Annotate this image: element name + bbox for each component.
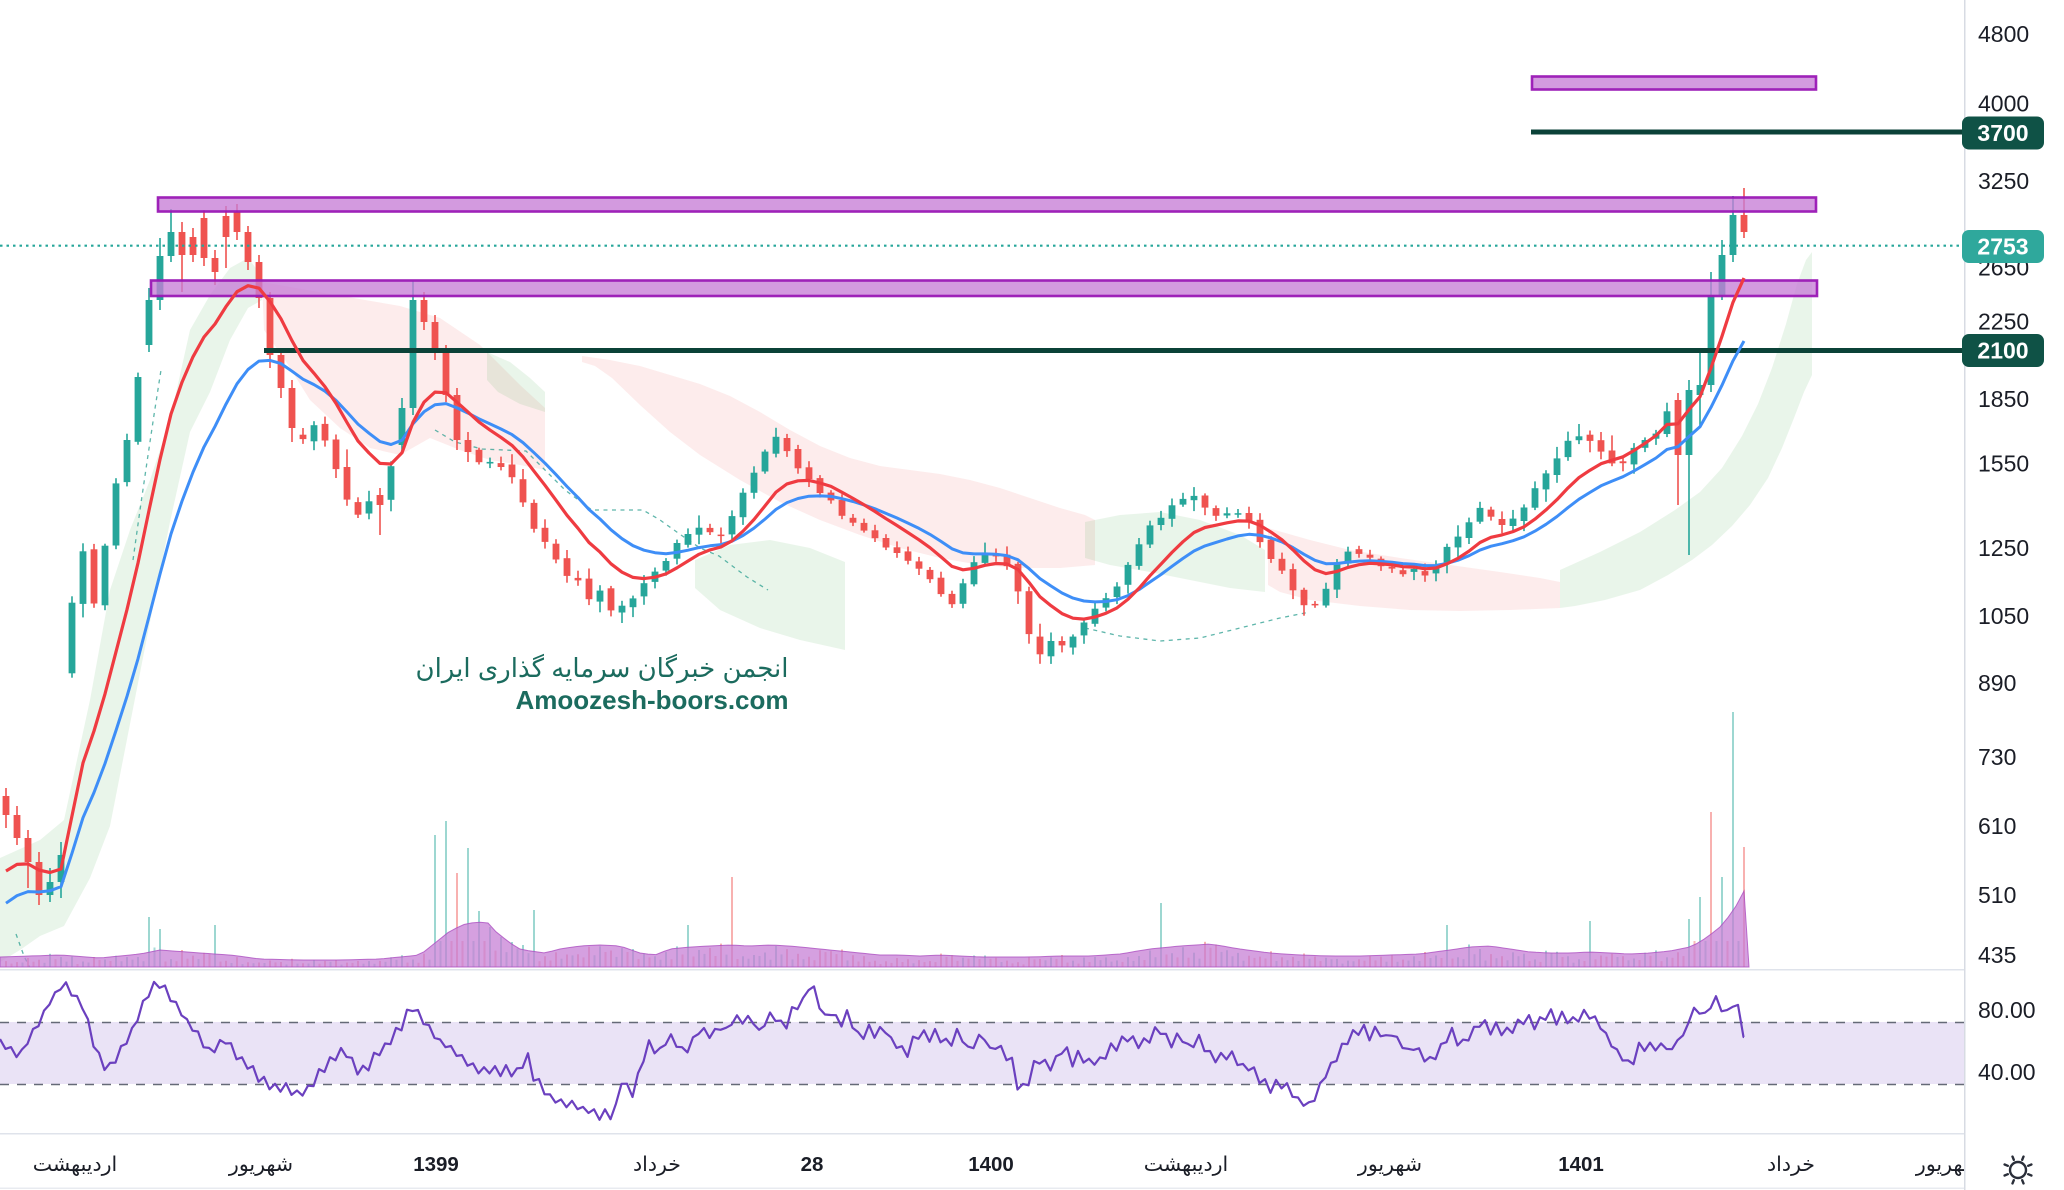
svg-text:خرداد: خرداد (1767, 1153, 1815, 1176)
svg-text:40.00: 40.00 (1978, 1059, 2036, 1085)
svg-text:2753: 2753 (1977, 234, 2028, 260)
svg-text:خرداد: خرداد (633, 1153, 681, 1176)
svg-text:1550: 1550 (1978, 451, 2029, 477)
svg-text:730: 730 (1978, 744, 2016, 770)
svg-text:شهریور: شهریور (1357, 1153, 1422, 1176)
svg-text:4800: 4800 (1978, 21, 2029, 47)
svg-text:3250: 3250 (1978, 168, 2029, 194)
svg-text:2100: 2100 (1977, 338, 2028, 364)
svg-text:1250: 1250 (1978, 535, 2029, 561)
svg-text:اردیبهشت: اردیبهشت (1144, 1153, 1228, 1176)
svg-text:1400: 1400 (968, 1153, 1014, 1176)
svg-text:510: 510 (1978, 882, 2016, 908)
svg-text:80.00: 80.00 (1978, 997, 2036, 1023)
svg-text:435: 435 (1978, 942, 2016, 968)
svg-text:610: 610 (1978, 813, 2016, 839)
svg-text:Amoozesh-boors.com: Amoozesh-boors.com (515, 685, 788, 715)
svg-text:2250: 2250 (1978, 309, 2029, 335)
svg-text:انجمن خبرگان سرمایه گذاری ایرا: انجمن خبرگان سرمایه گذاری ایران (415, 653, 788, 684)
svg-text:1399: 1399 (413, 1153, 459, 1176)
svg-text:1850: 1850 (1978, 386, 2029, 412)
svg-text:1401: 1401 (1558, 1153, 1604, 1176)
svg-text:شهریور: شهریور (228, 1153, 293, 1176)
svg-text:3700: 3700 (1977, 120, 2028, 146)
svg-text:890: 890 (1978, 670, 2016, 696)
svg-text:4000: 4000 (1978, 91, 2029, 117)
svg-text:1050: 1050 (1978, 603, 2029, 629)
svg-text:28: 28 (801, 1153, 824, 1176)
svg-text:اردیبهشت: اردیبهشت (33, 1153, 117, 1176)
svg-text:شهریور: شهریور (1915, 1153, 1980, 1176)
